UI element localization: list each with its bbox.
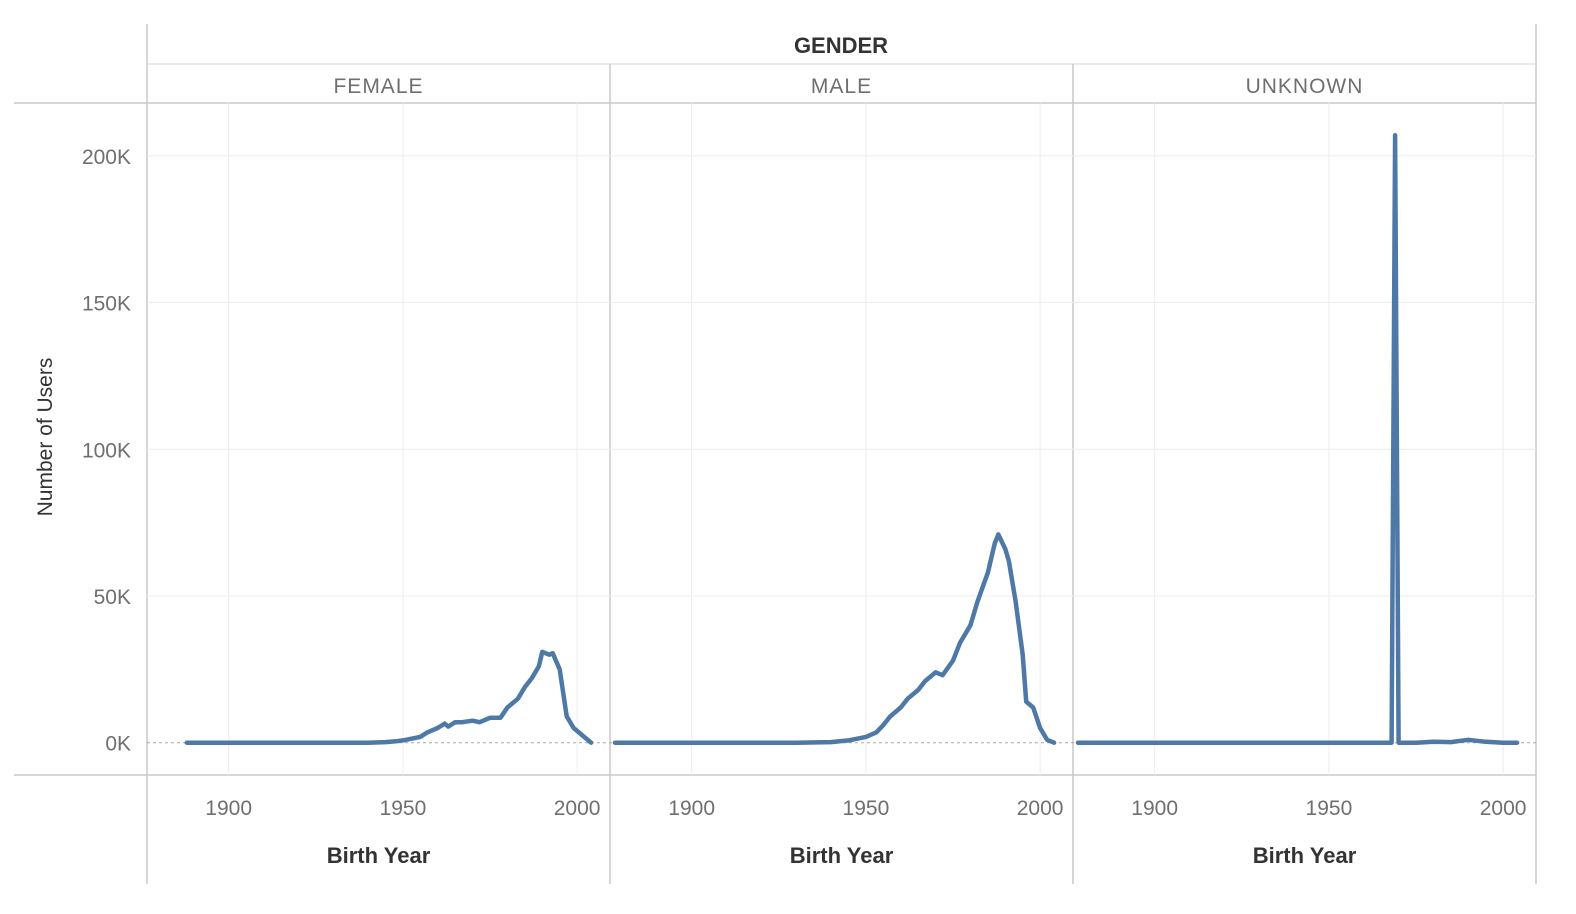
x-tick-label: 2000 xyxy=(554,797,601,820)
x-tick-label: 1950 xyxy=(380,797,427,820)
x-axis-title: Birth Year xyxy=(1253,843,1357,868)
gridlines xyxy=(147,103,1536,775)
x-tick-label: 1900 xyxy=(205,797,252,820)
series-lines xyxy=(184,133,1520,745)
x-tick-label: 2000 xyxy=(1017,797,1064,820)
x-tick-label: 1900 xyxy=(1131,797,1178,820)
panel-headers: FEMALE MALE UNKNOWN xyxy=(333,75,1364,98)
x-tick-label: 1950 xyxy=(843,797,890,820)
y-tick-label: 0K xyxy=(105,733,131,756)
y-tick-label: 150K xyxy=(82,293,131,316)
y-tick-label: 100K xyxy=(82,439,131,462)
x-tick-label: 1900 xyxy=(668,797,715,820)
x-axis-title: Birth Year xyxy=(327,843,431,868)
x-axis-title: Birth Year xyxy=(790,843,894,868)
series-line-male xyxy=(612,532,1057,745)
y-axis-ticks: 0K 50K 100K 150K 200K xyxy=(82,146,131,756)
x-tick-label: 2000 xyxy=(1480,797,1527,820)
series-line-female xyxy=(184,649,594,745)
y-tick-label: 50K xyxy=(94,586,131,609)
x-axis-ticks: 1900 1950 2000 1900 1950 2000 1900 1950 2000 xyxy=(205,797,1526,820)
panel-header-unknown: UNKNOWN xyxy=(1246,75,1364,98)
y-tick-label: 200K xyxy=(82,146,131,169)
panel-header-male: MALE xyxy=(811,75,872,98)
x-axis-titles: Birth Year Birth Year Birth Year xyxy=(327,843,1357,868)
y-axis-title: Number of Users xyxy=(34,358,57,517)
panel-header-female: FEMALE xyxy=(333,75,423,98)
column-header-title: GENDER xyxy=(794,33,888,58)
series-line-unknown xyxy=(1075,133,1520,745)
panel-frame xyxy=(14,24,1537,884)
x-tick-label: 1950 xyxy=(1306,797,1353,820)
